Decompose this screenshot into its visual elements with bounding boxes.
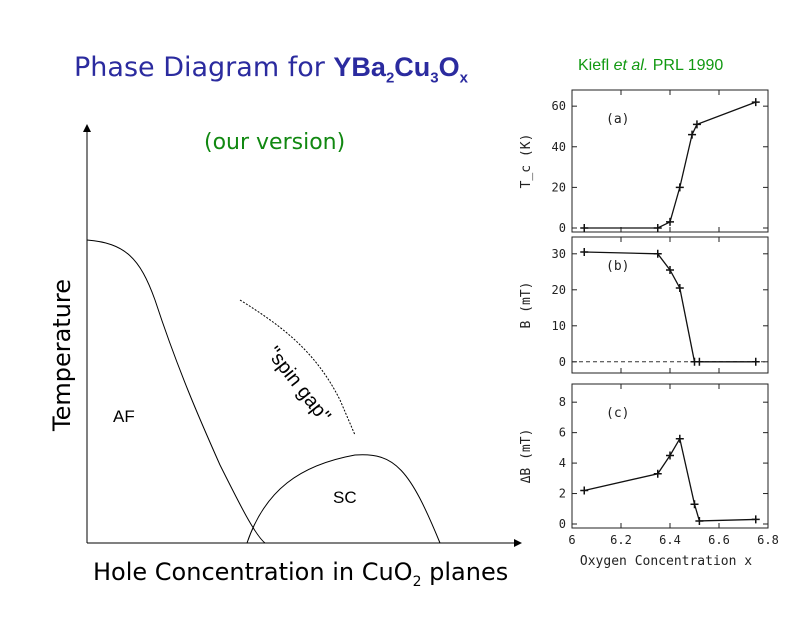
- x-tick-label: 6: [568, 533, 575, 547]
- data-point: [580, 224, 589, 232]
- panel-label: (a): [606, 112, 629, 127]
- data-point: [666, 451, 674, 460]
- y-axis-label: T_c (K): [519, 134, 534, 189]
- data-point: [666, 217, 674, 226]
- y-tick-label: 40: [552, 140, 566, 154]
- schematic-x-axis-label: Hole Concentration in CuO2 planes: [93, 558, 509, 590]
- data-point: [690, 500, 699, 509]
- y-tick-label: 0: [559, 221, 566, 235]
- series-line: [584, 436, 756, 522]
- data-point: [751, 515, 760, 524]
- x-tick-label: 6.4: [659, 533, 681, 547]
- y-axis-label: ΔB (mT): [519, 429, 534, 484]
- slide-title: Phase Diagram for YBa2Cu3Ox: [74, 52, 468, 86]
- y-tick-label: 2: [559, 487, 566, 501]
- y-tick-label: 4: [559, 456, 566, 470]
- data-point: [675, 434, 684, 443]
- title-prefix: Phase Diagram for: [74, 52, 334, 83]
- x-tick-label: 6.2: [610, 533, 632, 547]
- data-point: [675, 183, 684, 192]
- data-point: [692, 120, 701, 129]
- data-point: [653, 469, 662, 478]
- y-tick-label: 10: [552, 319, 566, 333]
- data-point: [751, 98, 760, 107]
- y-tick-label: 8: [559, 395, 566, 409]
- x-axis-label: Oxygen Concentration x: [580, 554, 752, 569]
- y-tick-label: 30: [552, 247, 566, 261]
- x-tick-label: 6.8: [757, 533, 779, 547]
- panel-frame: [571, 89, 769, 233]
- citation: Kiefl et al. PRL 1990: [578, 57, 724, 74]
- subtitle: (our version): [204, 130, 346, 155]
- panel-label: (b): [606, 259, 629, 274]
- y-tick-label: 0: [559, 355, 566, 369]
- af-boundary-curve: [86, 239, 266, 544]
- data-point: [751, 357, 760, 366]
- y-axis-label: B (mT): [519, 282, 534, 329]
- af-region-label: AF: [113, 407, 135, 426]
- panel-label: (c): [606, 406, 629, 421]
- x-tick-label: 6.6: [708, 533, 730, 547]
- y-tick-label: 6: [559, 426, 566, 440]
- y-tick-label: 20: [552, 180, 566, 194]
- data-point: [695, 357, 704, 366]
- data-point: [580, 248, 589, 256]
- y-tick-label: 60: [552, 99, 566, 113]
- data-point: [675, 284, 684, 292]
- data-point: [653, 224, 662, 232]
- panel-frame: [571, 236, 769, 374]
- title-formula: YBa2Cu3Ox: [333, 52, 468, 87]
- data-point: [695, 516, 704, 525]
- data-point: [580, 486, 589, 495]
- data-point: [688, 130, 697, 139]
- sc-dome-curve: [246, 454, 441, 544]
- data-point: [653, 249, 662, 258]
- sc-region-label: SC: [333, 488, 357, 507]
- y-tick-label: 20: [552, 283, 566, 297]
- spin-gap-curve: [239, 299, 356, 436]
- data-point: [666, 266, 674, 274]
- y-tick-label: 0: [559, 517, 566, 531]
